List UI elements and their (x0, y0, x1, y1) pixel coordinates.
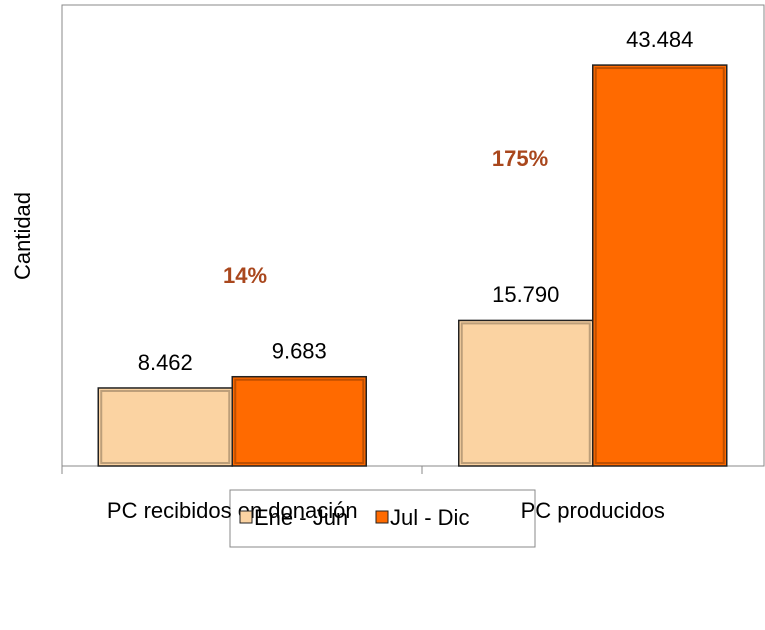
value-label: 8.462 (138, 350, 193, 375)
y-axis-label: Cantidad (10, 192, 35, 280)
bar (97, 387, 233, 467)
x-tick-label: PC producidos (521, 498, 665, 523)
value-label: 9.683 (272, 339, 327, 364)
legend-label: Jul - Dic (390, 505, 469, 530)
legend-swatch (375, 510, 389, 524)
annotation: 14% (223, 263, 267, 288)
annotation: 175% (492, 146, 548, 171)
x-tick-label: PC recibidos en donación (107, 498, 358, 523)
legend-label: Ene - Jun (254, 505, 348, 530)
bar (231, 375, 367, 467)
value-label: 15.790 (492, 282, 559, 307)
value-label: 43.484 (626, 27, 693, 52)
legend-swatch (239, 510, 253, 524)
bar-bevel (460, 322, 591, 464)
bar-bevel (234, 378, 365, 465)
bar (458, 319, 594, 467)
bar-bevel (594, 67, 725, 465)
bar-bevel (100, 389, 231, 464)
bar (592, 64, 728, 467)
